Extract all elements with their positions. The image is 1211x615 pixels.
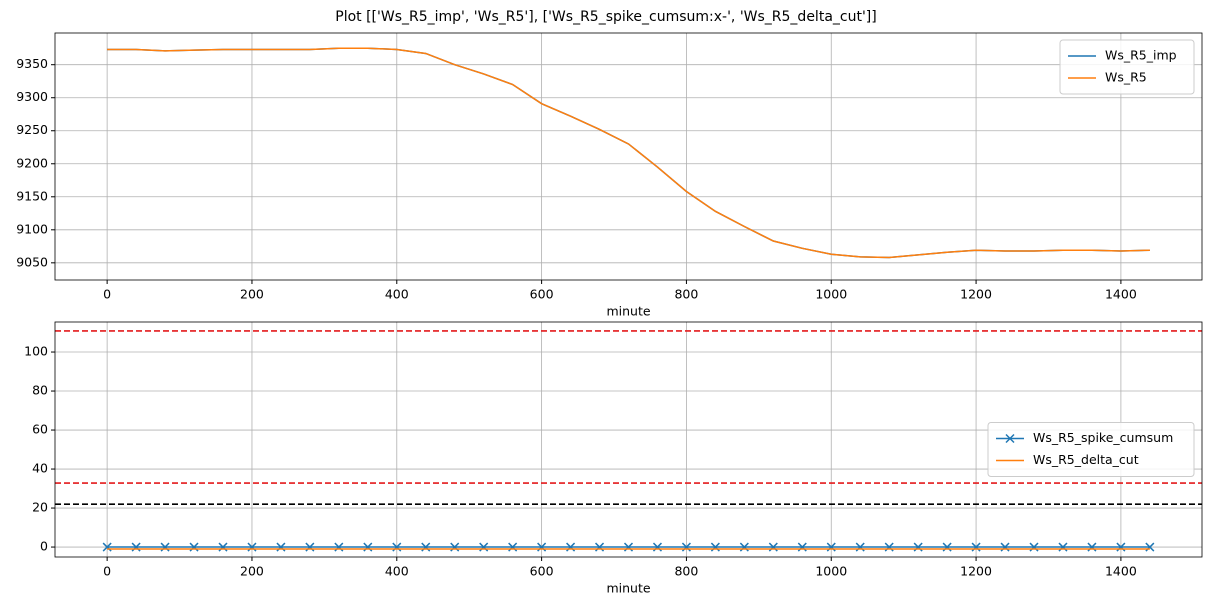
- x-tick-label: 400: [385, 287, 409, 302]
- x-tick-label: 0: [103, 287, 111, 302]
- y-tick-label: 0: [40, 539, 48, 554]
- x-tick-label: 1400: [1105, 564, 1137, 579]
- x-tick-label: 200: [240, 287, 264, 302]
- x-tick-label: 400: [385, 564, 409, 579]
- series-line: [107, 47, 1150, 259]
- x-tick-label: 1000: [815, 564, 847, 579]
- y-tick-label: 80: [32, 383, 48, 398]
- y-tick-label: 20: [32, 500, 48, 515]
- legend-box: [987, 422, 1195, 477]
- y-tick-label: 9150: [16, 188, 48, 203]
- y-tick-label: 9100: [16, 221, 48, 236]
- legend: Ws_R5_imp Ws_R5: [1059, 39, 1195, 95]
- legend-marker: [1005, 433, 1015, 444]
- x-tick-label: 800: [674, 564, 698, 579]
- x-tick-label: 200: [240, 564, 264, 579]
- legend-label: Ws_R5: [1105, 70, 1147, 85]
- y-tick-label: 9300: [16, 89, 48, 104]
- x-tick-label: 1200: [960, 564, 992, 579]
- x-axis-label: minute: [606, 581, 650, 596]
- y-tick-label: 9200: [16, 155, 48, 170]
- legend-box: [1059, 39, 1195, 95]
- y-tick-label: 60: [32, 422, 48, 437]
- figure-title: Plot [['Ws_R5_imp', 'Ws_R5'], ['Ws_R5_sp…: [335, 9, 876, 25]
- y-tick-label: 100: [24, 344, 48, 359]
- plot-frame: [54, 32, 1203, 281]
- x-tick-label: 800: [674, 287, 698, 302]
- x-tick-label: 600: [530, 564, 554, 579]
- y-tick-label: 40: [32, 461, 48, 476]
- y-tick-label: 9050: [16, 254, 48, 269]
- x-tick-label: 1000: [815, 287, 847, 302]
- legend-label: Ws_R5_imp: [1105, 48, 1177, 63]
- x-tick-label: 1200: [960, 287, 992, 302]
- x-tick-label: 0: [103, 564, 111, 579]
- y-tick-label: 9350: [16, 56, 48, 71]
- legend-label: Ws_R5_spike_cumsum: [1033, 430, 1173, 445]
- legend-label: Ws_R5_delta_cut: [1033, 452, 1139, 467]
- x-axis-label: minute: [606, 304, 650, 319]
- x-tick-label: 1400: [1105, 287, 1137, 302]
- legend: Ws_R5_spike_cumsum Ws_R5_delta_cut: [987, 422, 1195, 477]
- y-tick-label: 9250: [16, 122, 48, 137]
- plot-frame: [54, 321, 1203, 558]
- x-tick-label: 600: [530, 287, 554, 302]
